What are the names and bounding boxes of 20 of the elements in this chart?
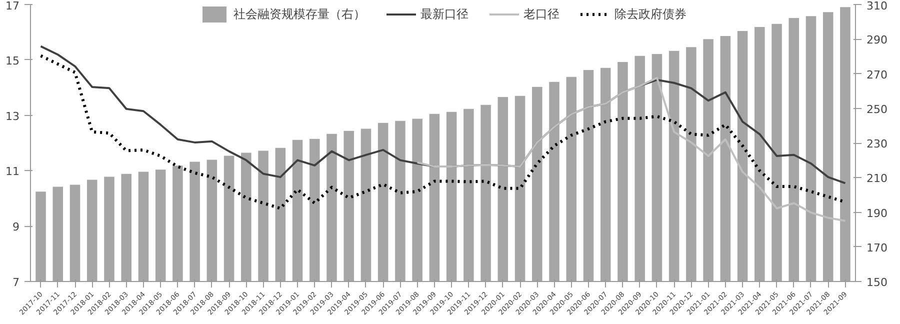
legend-label: 最新口径: [420, 6, 468, 22]
y-tick-label: 9: [12, 220, 20, 234]
y-tick-label: 7: [12, 276, 20, 289]
legend-label: 社会融资规模存量（右）: [234, 6, 366, 22]
legend-label: 除去政府债券: [614, 6, 686, 22]
y2-tick-label: 290: [866, 34, 888, 47]
y-tick-label: 17: [6, 0, 20, 12]
y2-tick-label: 210: [866, 172, 888, 186]
legend-label: 老口径: [524, 6, 560, 22]
y-tick-label: 13: [6, 110, 20, 123]
y2-tick-label: 190: [866, 206, 888, 220]
y2-tick-label: 150: [866, 276, 888, 289]
y2-tick-label: 230: [866, 138, 888, 150]
y2-tick-label: 310: [866, 0, 888, 12]
y2-tick-label: 250: [866, 102, 888, 116]
line-series: [416, 76, 846, 222]
y2-tick-label: 170: [866, 241, 888, 254]
y2-tick-label: 270: [866, 68, 888, 82]
y-tick-label: 15: [6, 54, 20, 68]
y-tick-label: 11: [6, 165, 20, 178]
